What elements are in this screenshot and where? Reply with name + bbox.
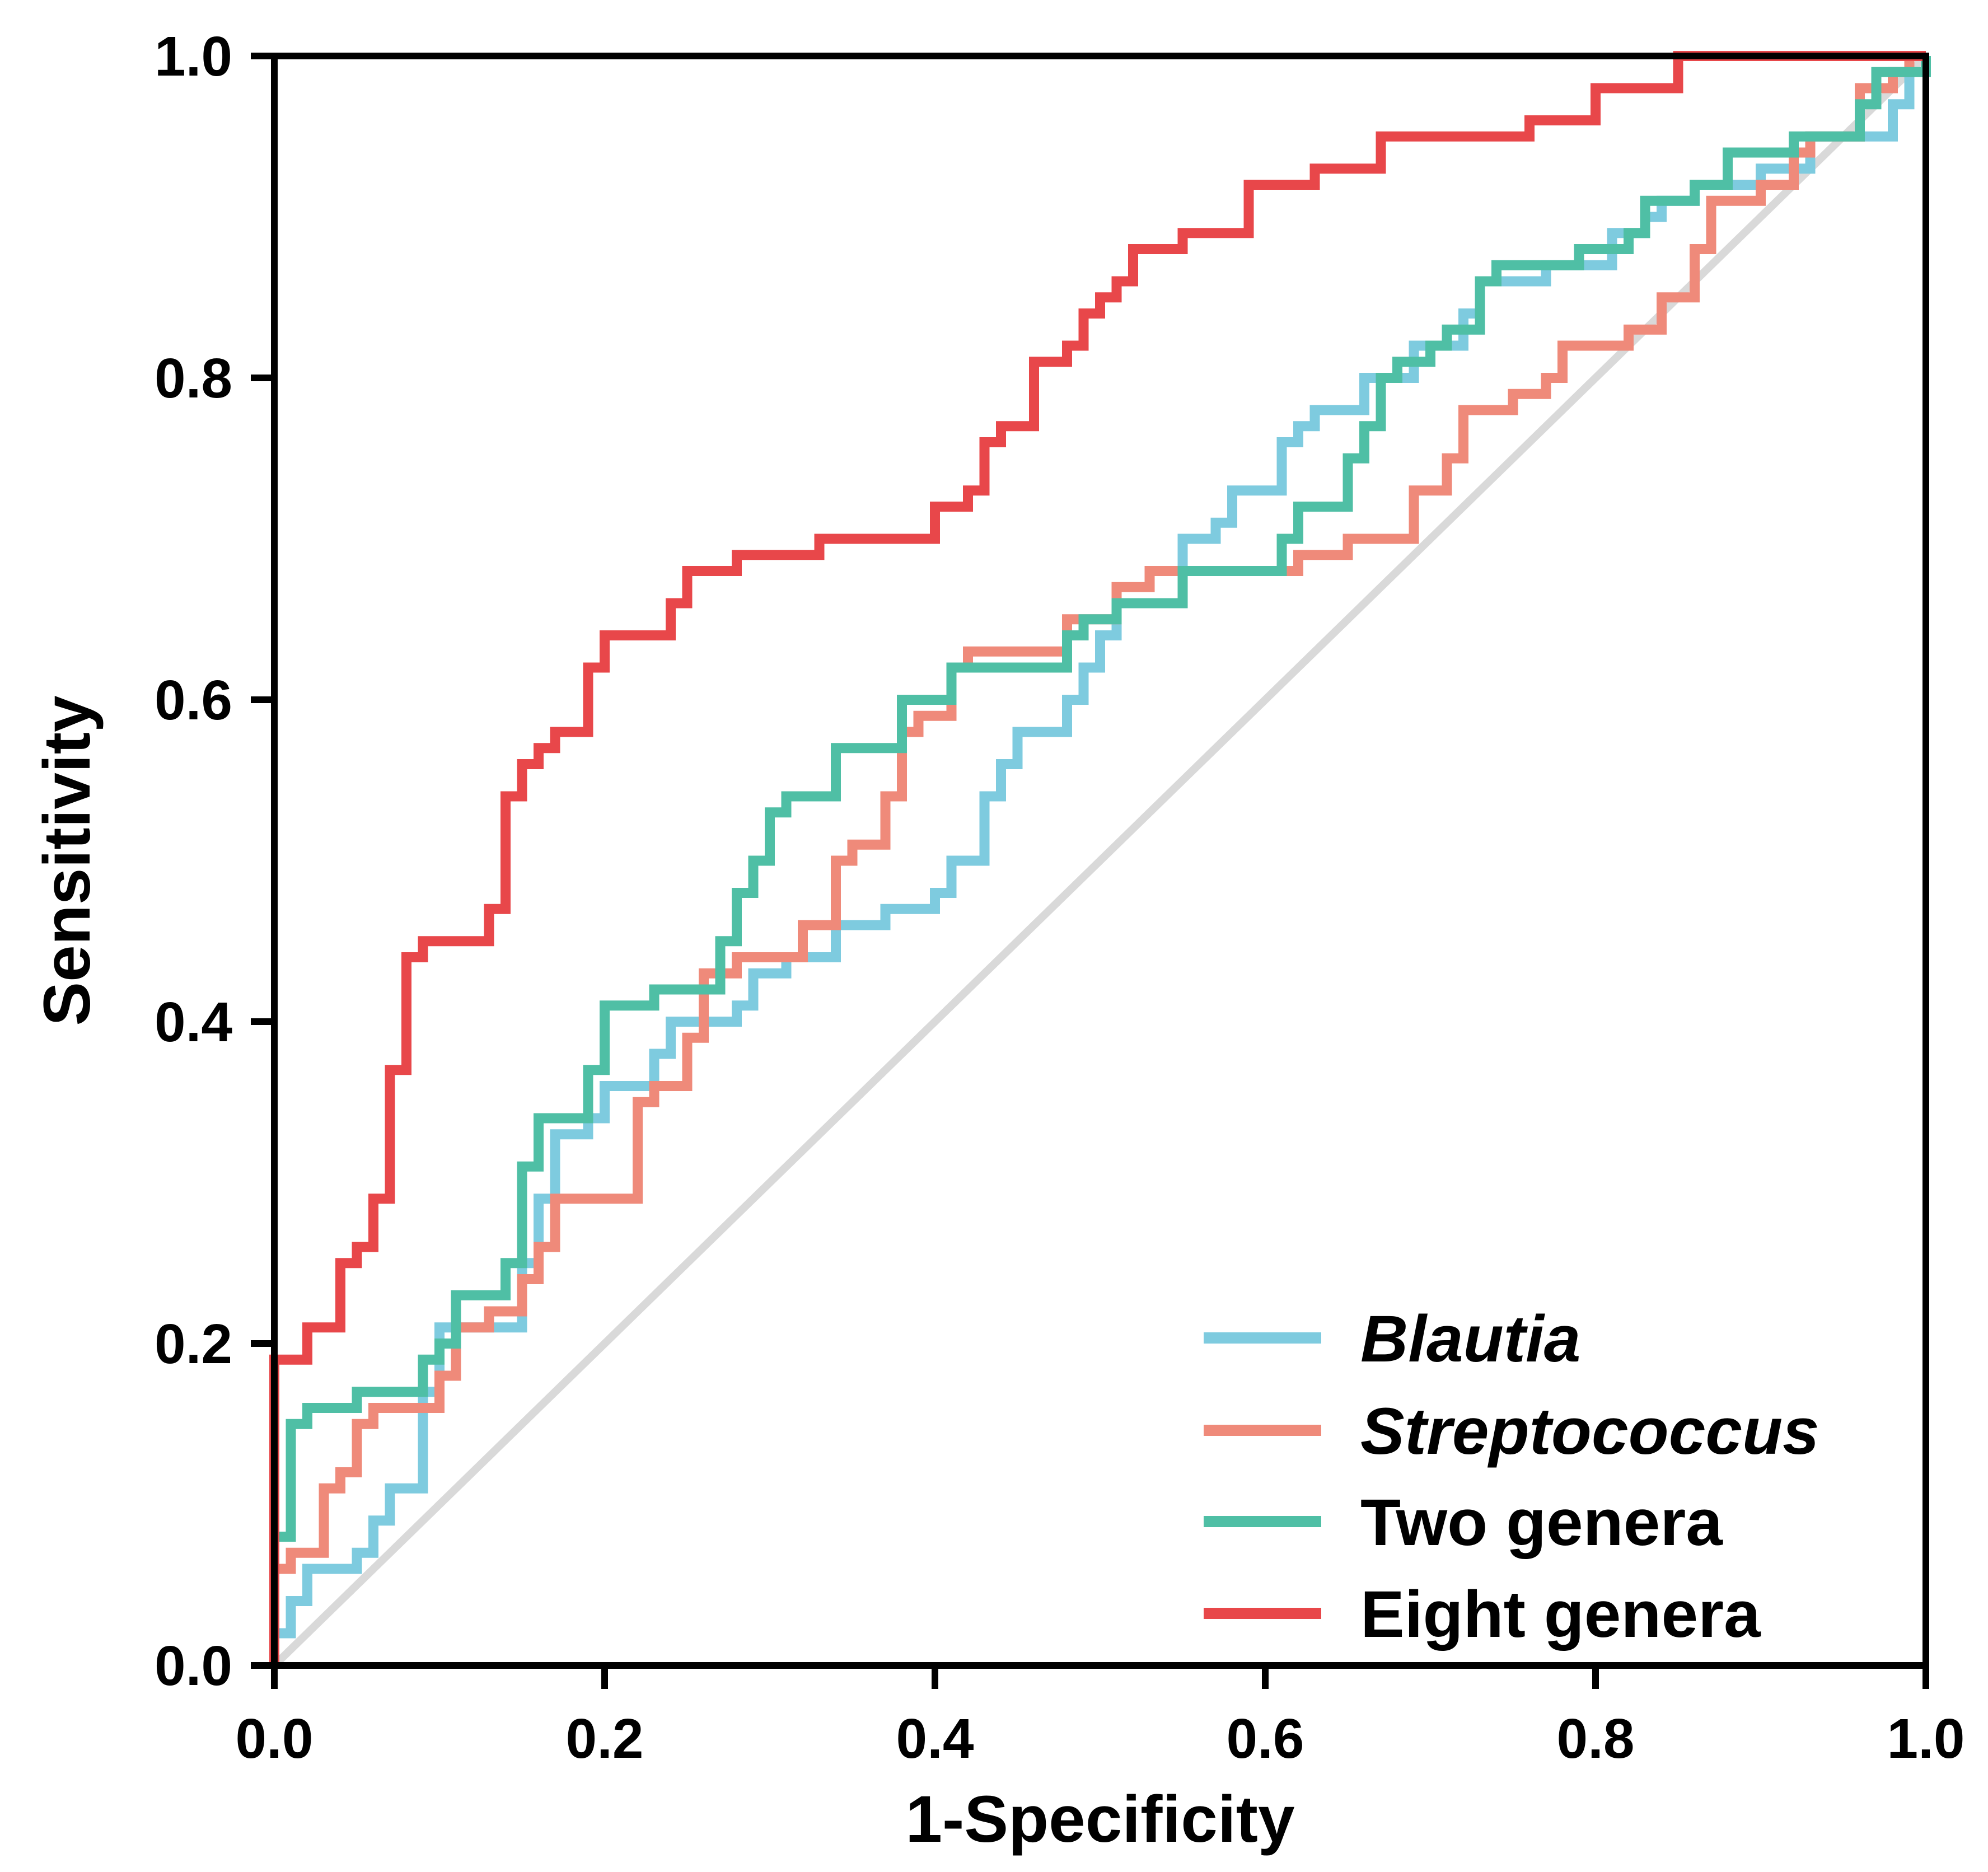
- x-tick-label: 0.8: [1556, 1707, 1634, 1770]
- x-tick-label: 0.2: [565, 1707, 643, 1770]
- y-tick-label: 1.0: [155, 25, 232, 88]
- roc-curve-eight-genera: [269, 51, 1926, 1665]
- y-axis-title: Sensitivity: [30, 695, 104, 1026]
- y-axis-ticks: 0.0 0.2 0.4 0.6 0.8 1.0: [155, 25, 274, 1697]
- legend-label: Streptococcus: [1360, 1394, 1819, 1468]
- y-tick-label: 0.2: [155, 1313, 232, 1375]
- x-tick-label: 0.0: [235, 1707, 313, 1770]
- x-tick-label: 0.4: [896, 1707, 974, 1770]
- legend: Blautia Streptococcus Two genera Eight gene…: [1204, 1302, 1819, 1651]
- y-tick-label: 0.8: [155, 347, 232, 410]
- y-tick-label: 0.4: [155, 991, 232, 1054]
- legend-label: Eight genera: [1360, 1578, 1761, 1651]
- legend-label: Blautia: [1360, 1302, 1580, 1376]
- y-tick-label: 0.0: [155, 1635, 232, 1697]
- y-tick-label: 0.6: [155, 669, 232, 732]
- plot-area: [269, 51, 1931, 1669]
- plot-frame: [271, 53, 1929, 1669]
- roc-curve-two-genera: [269, 56, 1931, 1665]
- reference-diagonal-line: [272, 53, 1929, 1669]
- roc-curve-blautia: [269, 51, 1926, 1665]
- x-tick-label: 1.0: [1887, 1707, 1964, 1770]
- x-axis-title: 1-Specificity: [905, 1782, 1294, 1856]
- roc-curves: [269, 51, 1931, 1665]
- roc-curve-streptococcus: [269, 51, 1926, 1665]
- legend-label: Two genera: [1360, 1486, 1723, 1560]
- x-axis-ticks: 0.0 0.2 0.4 0.6 0.8 1.0: [235, 1665, 1965, 1770]
- x-tick-label: 0.6: [1226, 1707, 1304, 1770]
